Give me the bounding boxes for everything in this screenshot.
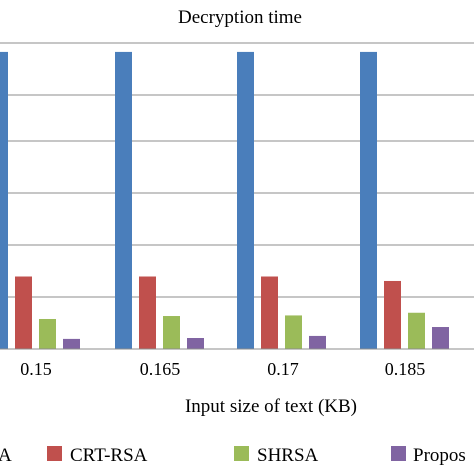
bar-rsa-2 xyxy=(237,51,254,349)
x-tick-label: 0.185 xyxy=(385,359,426,379)
bar-proposed-0 xyxy=(63,338,80,349)
bar-crt-rsa-0 xyxy=(15,276,32,349)
bar-rsa-0 xyxy=(0,51,8,349)
bar-shrsa-3 xyxy=(408,312,425,349)
x-tick-label: 0.15 xyxy=(20,359,52,379)
legend-label-rsa: A xyxy=(0,445,12,466)
bar-shrsa-0 xyxy=(39,318,56,349)
legend-swatch-proposed xyxy=(391,446,406,461)
bar-crt-rsa-2 xyxy=(261,276,278,349)
legend-label-crt-rsa: CRT-RSA xyxy=(70,445,148,466)
legend: A CRT-RSA SHRSA Propos xyxy=(0,445,466,466)
bar-rsa-1 xyxy=(115,51,132,349)
x-tick-label: 0.17 xyxy=(267,359,299,379)
bar-proposed-3 xyxy=(432,327,449,349)
bars xyxy=(0,51,449,349)
bar-crt-rsa-3 xyxy=(384,280,401,349)
bar-crt-rsa-1 xyxy=(139,276,156,349)
legend-label-shrsa: SHRSA xyxy=(257,445,319,466)
bar-rsa-3 xyxy=(360,51,377,349)
bar-shrsa-1 xyxy=(163,316,180,349)
x-tick-label: 0.165 xyxy=(140,359,181,379)
bar-shrsa-2 xyxy=(285,315,302,349)
bar-proposed-2 xyxy=(309,335,326,349)
x-axis-label: Input size of text (KB) xyxy=(185,396,357,417)
legend-label-proposed: Propos xyxy=(413,445,466,466)
legend-swatch-shrsa xyxy=(234,446,249,461)
x-tick-labels: 0.15 0.165 0.17 0.185 xyxy=(20,359,425,379)
chart-title: Decryption time xyxy=(178,7,302,28)
bar-proposed-1 xyxy=(187,338,204,349)
legend-swatch-crt-rsa xyxy=(47,446,62,461)
